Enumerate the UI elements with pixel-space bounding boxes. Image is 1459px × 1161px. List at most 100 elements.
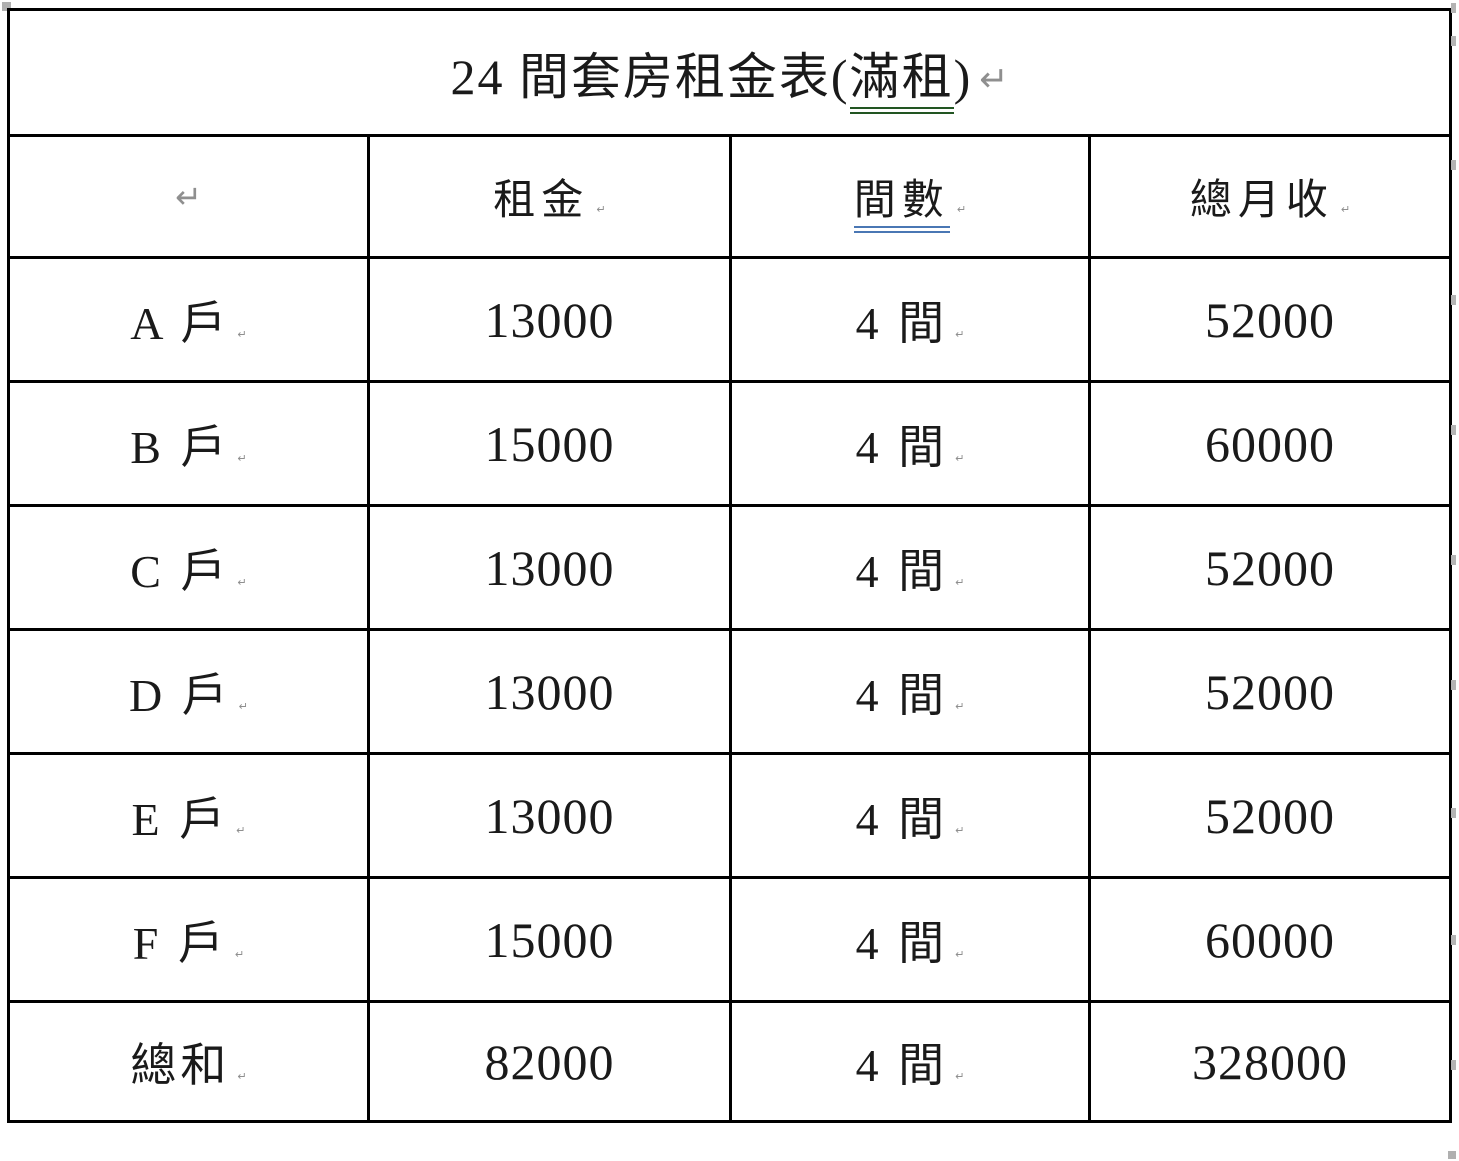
- rooms-cell[interactable]: 4 間 ↵: [729, 752, 1091, 879]
- table-row: F 戶 ↵ 15000 4 間 ↵ 60000: [7, 876, 1453, 1003]
- summary-label: 總和: [130, 1039, 231, 1091]
- monthly-total-cell[interactable]: 52000: [1087, 256, 1453, 383]
- return-mark-icon: ↵: [956, 203, 967, 217]
- row-end-mark: [1451, 160, 1456, 170]
- row-label-cell[interactable]: B 戶 ↵: [7, 380, 370, 507]
- return-mark-icon: ↵: [234, 947, 245, 961]
- row-label: B 戶: [130, 421, 231, 473]
- return-mark-icon: ↵: [237, 451, 247, 465]
- rooms-value: 4 間: [855, 669, 949, 721]
- rooms-cell[interactable]: 4 間 ↵: [729, 256, 1091, 383]
- return-mark-icon: ↵: [237, 327, 247, 341]
- return-mark-icon: ↵: [955, 1069, 965, 1083]
- row-label-cell[interactable]: D 戶 ↵: [7, 628, 370, 755]
- summary-monthly-total-value: 328000: [1192, 1033, 1348, 1090]
- return-mark-icon: ↵: [955, 327, 965, 341]
- table-row: A 戶 ↵ 13000 4 間 ↵ 52000: [7, 256, 1453, 383]
- rent-value: 13000: [484, 539, 615, 596]
- rent-cell[interactable]: 13000: [367, 256, 732, 383]
- return-mark-icon: ↵: [596, 203, 606, 217]
- summary-rent-cell[interactable]: 82000: [367, 1000, 732, 1123]
- monthly-total-value: 60000: [1205, 911, 1335, 968]
- header-cell-empty[interactable]: ↵: [7, 134, 370, 259]
- header-row: ↵ 租金 ↵ 間數 ↵ 總月收 ↵: [7, 134, 1453, 259]
- rooms-value: 4 間: [855, 297, 949, 349]
- monthly-total-value: 52000: [1205, 787, 1335, 844]
- rooms-value: 4 間: [855, 793, 949, 845]
- table-title-cell[interactable]: 24 間套房租金表(滿租) ↵: [6, 8, 1453, 137]
- return-mark-icon: ↵: [237, 1069, 247, 1083]
- return-mark-icon: ↵: [955, 947, 965, 961]
- rooms-cell[interactable]: 4 間 ↵: [729, 504, 1091, 631]
- return-mark-icon: ↵: [955, 575, 965, 589]
- row-end-mark: [1451, 808, 1456, 818]
- rent-value: 13000: [484, 787, 615, 844]
- row-label: F 戶: [132, 917, 228, 969]
- rent-cell[interactable]: 13000: [367, 628, 732, 755]
- title-row: 24 間套房租金表(滿租) ↵: [6, 8, 1453, 137]
- rooms-cell[interactable]: 4 間 ↵: [729, 876, 1091, 1003]
- return-mark-icon: ↵: [175, 177, 202, 216]
- row-end-mark: [1451, 555, 1456, 565]
- return-mark-icon: ↵: [955, 823, 965, 837]
- summary-rooms-cell[interactable]: 4 間 ↵: [729, 1000, 1091, 1123]
- rent-cell[interactable]: 15000: [367, 876, 732, 1003]
- summary-monthly-total-cell-highlighted[interactable]: 328000: [1087, 1000, 1453, 1123]
- return-mark-icon: ↵: [955, 699, 965, 713]
- row-label-cell[interactable]: C 戶 ↵: [7, 504, 370, 631]
- column-header-monthly-total: 總月收: [1189, 178, 1334, 224]
- rent-cell[interactable]: 13000: [367, 752, 732, 879]
- header-cell-monthly-total[interactable]: 總月收 ↵: [1087, 134, 1453, 259]
- rent-value: 15000: [484, 415, 615, 472]
- header-cell-rooms[interactable]: 間數 ↵: [729, 134, 1091, 259]
- table-title-text-before: 24 間套房租金表(: [450, 48, 850, 105]
- monthly-total-cell[interactable]: 52000: [1087, 752, 1453, 879]
- rooms-cell[interactable]: 4 間 ↵: [729, 628, 1091, 755]
- table-title-text-after: ): [953, 48, 973, 105]
- row-label-cell[interactable]: A 戶 ↵: [7, 256, 370, 383]
- column-header-rent: 租金: [493, 178, 590, 224]
- monthly-total-value: 52000: [1205, 663, 1335, 720]
- row-label-cell[interactable]: F 戶 ↵: [7, 876, 370, 1003]
- table-row: C 戶 ↵ 13000 4 間 ↵ 52000: [7, 504, 1453, 631]
- rooms-value: 4 間: [855, 545, 949, 597]
- return-mark-icon: ↵: [237, 575, 247, 589]
- rent-value: 13000: [484, 291, 615, 348]
- row-end-mark: [1451, 425, 1456, 435]
- row-label: E 戶: [131, 793, 230, 845]
- monthly-total-cell[interactable]: 60000: [1087, 380, 1453, 507]
- return-mark-icon: ↵: [979, 60, 1009, 101]
- header-cell-rent[interactable]: 租金 ↵: [367, 134, 732, 259]
- monthly-total-cell[interactable]: 52000: [1087, 628, 1453, 755]
- rent-cell[interactable]: 13000: [367, 504, 732, 631]
- summary-label-cell[interactable]: 總和 ↵: [7, 1000, 370, 1123]
- row-end-mark: [1451, 3, 1456, 13]
- rent-cell[interactable]: 15000: [367, 380, 732, 507]
- monthly-total-value: 60000: [1205, 415, 1335, 472]
- return-mark-icon: ↵: [236, 823, 246, 837]
- rooms-cell[interactable]: 4 間 ↵: [729, 380, 1091, 507]
- table-row: D 戶 ↵ 13000 4 間 ↵ 52000: [7, 628, 1453, 755]
- table-title-underlined-text: 滿租: [849, 48, 954, 114]
- monthly-total-cell[interactable]: 60000: [1087, 876, 1453, 1003]
- row-end-mark: [1451, 1060, 1456, 1070]
- row-end-mark: [1451, 295, 1456, 305]
- summary-row: 總和 ↵ 82000 4 間 ↵ 328000: [7, 1000, 1453, 1123]
- summary-rooms-value: 4 間: [855, 1039, 949, 1091]
- table-move-handle[interactable]: [2, 2, 11, 11]
- monthly-total-value: 52000: [1205, 539, 1335, 596]
- row-end-mark: [1451, 935, 1456, 945]
- monthly-total-cell[interactable]: 52000: [1087, 504, 1453, 631]
- rent-value: 13000: [484, 663, 615, 720]
- row-end-mark: [1451, 36, 1456, 46]
- rooms-value: 4 間: [855, 917, 949, 969]
- monthly-total-value: 52000: [1205, 291, 1335, 348]
- rent-table: 24 間套房租金表(滿租) ↵ ↵ 租金 ↵ 間數 ↵ 總月收 ↵ A 戶 ↵ 1: [6, 8, 1453, 1123]
- return-mark-icon: ↵: [955, 451, 965, 465]
- row-end-mark: [1451, 680, 1456, 690]
- row-label-cell[interactable]: E 戶 ↵: [7, 752, 370, 879]
- return-mark-icon: ↵: [1340, 203, 1351, 217]
- row-label: A 戶: [130, 297, 231, 349]
- table-resize-handle[interactable]: [1448, 1151, 1456, 1159]
